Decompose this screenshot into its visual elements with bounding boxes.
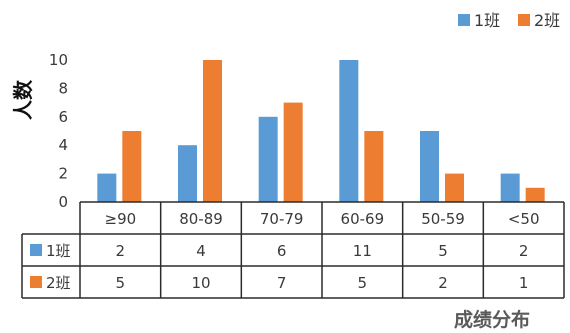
x-axis-label: 成绩分布: [454, 308, 530, 331]
bar-series-1: [500, 173, 520, 202]
table-cell: 2: [116, 242, 126, 260]
table-cell: 1: [519, 274, 529, 292]
bar-series-1: [420, 131, 439, 202]
y-tick-label: 8: [58, 79, 68, 97]
table-row-label: 1班: [46, 242, 71, 260]
bar-series-2: [525, 187, 545, 202]
bar-series-1: [339, 60, 359, 202]
y-axis-label: 人数: [11, 79, 35, 120]
legend-swatch: [458, 14, 470, 26]
table-cell: 11: [353, 242, 372, 260]
y-tick-label: 4: [58, 136, 68, 154]
table-cell: 5: [358, 274, 368, 292]
x-tick-label: ≥90: [105, 210, 137, 228]
table-legend-key: [30, 244, 42, 256]
legend: 1班 2班: [458, 11, 560, 30]
bar-series-2: [283, 102, 303, 202]
bar-series-2: [122, 131, 142, 202]
table-row-label: 2班: [46, 274, 71, 292]
legend-swatch: [518, 14, 530, 26]
table-cell: 10: [191, 274, 210, 292]
legend-label: 1班: [474, 11, 500, 30]
bar-series-2: [364, 131, 384, 202]
table-cell: 6: [277, 242, 287, 260]
table-cell: 2: [438, 274, 448, 292]
bar-series-2: [203, 60, 222, 202]
y-tick-label: 6: [58, 108, 68, 126]
y-axis-ticks: 0 2 4 6 8 10: [49, 51, 68, 211]
data-table: ≥90 80-89 70-79 60-69 50-59 <50 1班 2 4 6 11 5 2 2班 5 10…: [21, 201, 565, 299]
bar-series-2: [445, 173, 464, 202]
table-legend-key: [30, 276, 42, 288]
legend-label: 2班: [534, 11, 560, 30]
x-tick-label: 50-59: [421, 210, 465, 228]
y-tick-label: 0: [58, 193, 68, 211]
y-tick-label: 2: [58, 165, 68, 183]
table-cell: 7: [277, 274, 287, 292]
x-tick-label: <50: [508, 210, 540, 228]
x-tick-label: 70-79: [260, 210, 304, 228]
bar-series-1: [178, 145, 197, 202]
table-cell: 4: [196, 242, 206, 260]
table-cell: 5: [116, 274, 126, 292]
bars: [97, 60, 545, 202]
table-cell: 2: [519, 242, 529, 260]
bar-series-1: [97, 173, 117, 202]
y-tick-label: 10: [49, 51, 68, 69]
x-tick-label: 80-89: [179, 210, 223, 228]
bar-series-1: [258, 116, 278, 202]
table-cell: 5: [438, 242, 448, 260]
x-tick-label: 60-69: [341, 210, 385, 228]
